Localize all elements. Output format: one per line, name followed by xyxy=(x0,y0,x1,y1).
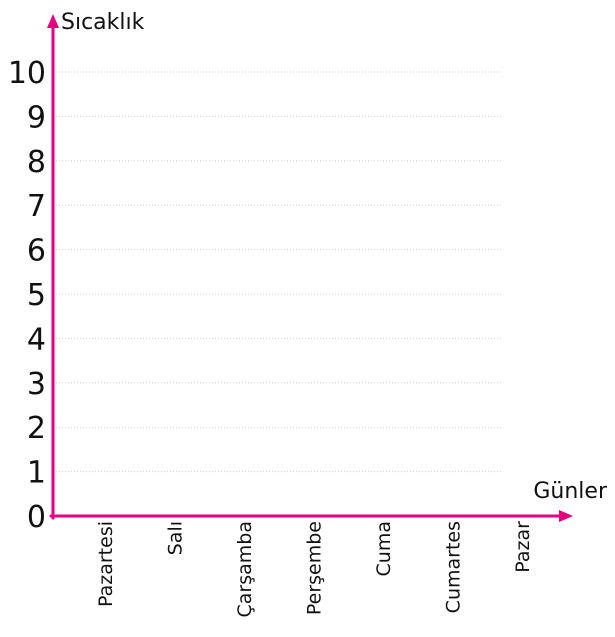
y-tick-label: 2 xyxy=(27,411,46,446)
y-axis-arrow-icon xyxy=(47,14,59,28)
y-tick-label: 4 xyxy=(27,322,46,357)
x-axis-title: Günler xyxy=(533,479,608,504)
y-tick-label: 5 xyxy=(27,278,46,313)
x-tick-label: Cuma xyxy=(373,521,395,576)
x-tick-label: Çarşamba xyxy=(234,521,256,617)
x-tick-label: Perşembe xyxy=(304,521,326,615)
y-tick-label: 9 xyxy=(27,100,46,135)
y-axis-title: Sıcaklık xyxy=(61,10,145,35)
x-tick-label: Pazartesi xyxy=(95,521,117,607)
x-axis-arrow-icon xyxy=(559,510,573,522)
y-tick-label: 10 xyxy=(8,56,46,91)
y-tick-labels: 0 1 2 3 4 5 6 7 8 9 10 xyxy=(8,56,46,535)
x-tick-labels: Pazartesi Salı Çarşamba Perşembe Cuma Cumarte… xyxy=(95,521,534,618)
y-tick-label: 7 xyxy=(27,189,46,224)
x-tick-label: Salı xyxy=(165,521,187,555)
y-tick-label: 1 xyxy=(27,456,46,491)
y-tick-label: 0 xyxy=(27,500,46,535)
y-tick-label: 8 xyxy=(27,145,46,180)
x-tick-label: Pazar xyxy=(512,521,534,573)
grid-lines xyxy=(56,71,503,473)
y-tick-label: 3 xyxy=(27,367,46,402)
x-tick-label: Cumartes xyxy=(443,521,465,613)
y-tick-label: 6 xyxy=(27,234,46,269)
